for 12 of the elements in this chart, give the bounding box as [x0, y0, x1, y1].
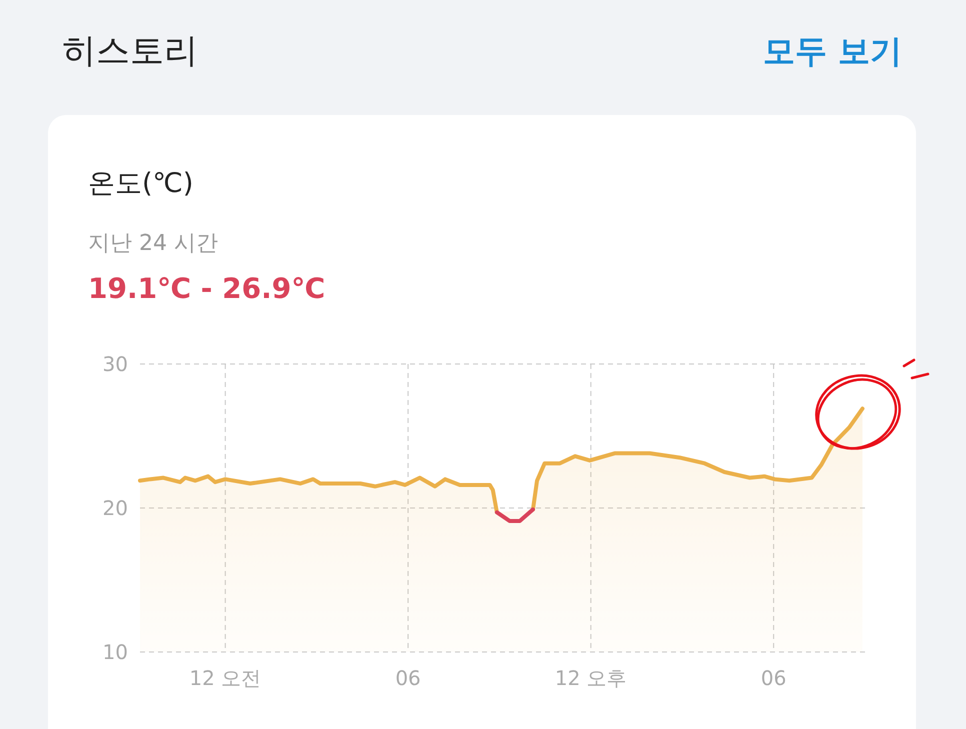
chart-subtitle: 지난 24 시간 [88, 231, 218, 256]
chart-title: 온도(℃) [88, 168, 194, 199]
text: 히스토리 [62, 31, 198, 71]
x-tick-label: 12 오전 [189, 666, 262, 690]
y-tick-label: 10 [102, 640, 128, 664]
y-tick-label: 30 [102, 352, 128, 376]
y-tick-label: 20 [102, 496, 128, 520]
x-tick-label: 06 [395, 666, 421, 690]
x-tick-label: 12 오후 [554, 666, 627, 690]
text: 모두 보기 [762, 32, 902, 70]
text: 19.1℃ - 26.9℃ [88, 272, 326, 305]
x-tick-label: 06 [760, 666, 786, 690]
